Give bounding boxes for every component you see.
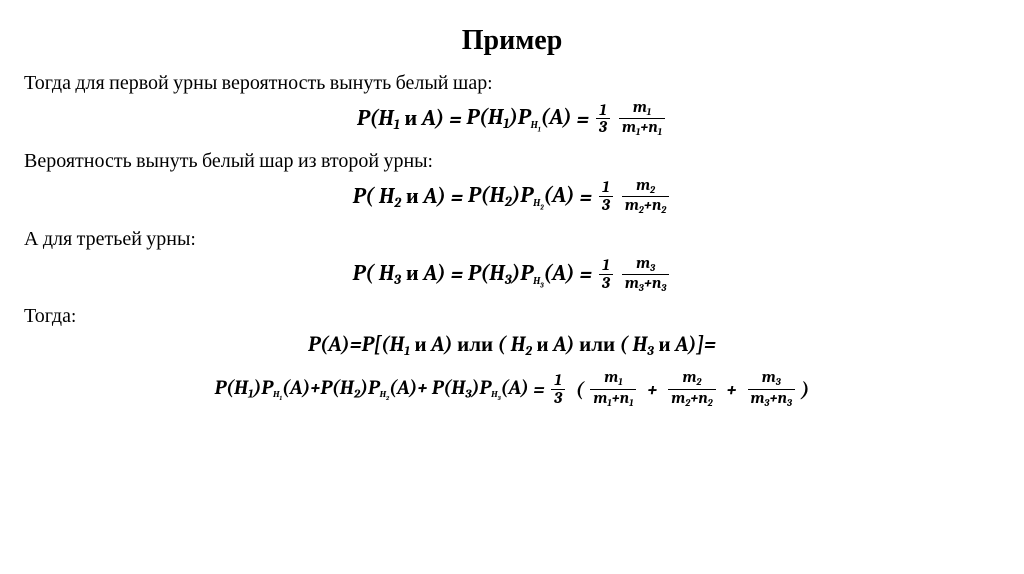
fraction-m3: m3 m3+n3: [622, 255, 670, 295]
fraction-one-third: 1 3: [551, 372, 565, 407]
eq3-lhs: P( H3 и A): [353, 260, 446, 288]
fraction-one-third: 1 3: [596, 102, 610, 137]
intro-line-2: Вероятность вынуть белый шар из второй у…: [24, 149, 1000, 173]
intro-line-1: Тогда для первой урны вероятность вынуть…: [24, 71, 1000, 95]
eq1-lhs: P(H1 и A): [357, 105, 444, 133]
open-paren: (: [572, 378, 584, 401]
eq1-mid: P(H1)PH1(A): [467, 104, 572, 133]
eq-sign: =: [451, 184, 464, 210]
intro-line-4: Тогда:: [24, 304, 1000, 328]
eq-sign: =: [579, 184, 592, 210]
eq4b-sum: P(H1)PH1(A)+P(H2)PH2(A)+ P(H3)PH3(A): [215, 376, 529, 403]
fraction-m2: m2 m2+n2: [668, 369, 715, 409]
equation-1: P(H1 и A) = P(H1)PH1(A) = 1 3 m1 m1+n1: [24, 99, 1000, 139]
equation-3: P( H3 и A) = P(H3)PH3(A) = 1 3 m3 m3+n3: [24, 255, 1000, 295]
page-title: Пример: [24, 24, 1000, 57]
equation-4b: P(H1)PH1(A)+P(H2)PH2(A)+ P(H3)PH3(A) = 1…: [24, 369, 1000, 409]
fraction-m3: m3 m3+n3: [748, 369, 796, 409]
plus-sign: +: [722, 378, 741, 401]
eq2-mid: P(H2)PH2(A): [468, 182, 575, 211]
close-paren: ): [801, 378, 809, 401]
eq2-lhs: P( H2 и A): [353, 183, 446, 211]
fraction-one-third: 1 3: [599, 179, 613, 214]
eq-sign: =: [579, 261, 592, 287]
equation-2: P( H2 и A) = P(H2)PH2(A) = 1 3 m2 m2+n2: [24, 177, 1000, 217]
eq3-mid: P(H3)PH3(A): [468, 260, 575, 289]
intro-line-3: А для третьей урны:: [24, 227, 1000, 251]
fraction-m1: m1 m1+n1: [590, 369, 636, 409]
fraction-m1: m1 m1+n1: [619, 99, 665, 139]
fraction-m2: m2 m2+n2: [622, 177, 669, 217]
fraction-one-third: 1 3: [599, 257, 613, 292]
eq-sign: =: [533, 378, 544, 401]
plus-sign: +: [643, 378, 662, 401]
eq-sign: =: [577, 106, 590, 132]
eq-sign: =: [449, 106, 462, 132]
eq-sign: =: [451, 261, 464, 287]
equation-4a: P(A)=P[(H1 и A) или ( H2 и A) или ( H3 и…: [24, 332, 1000, 359]
eq4a: P(A)=P[(H1 и A) или ( H2 и A) или ( H3 и…: [308, 332, 716, 359]
